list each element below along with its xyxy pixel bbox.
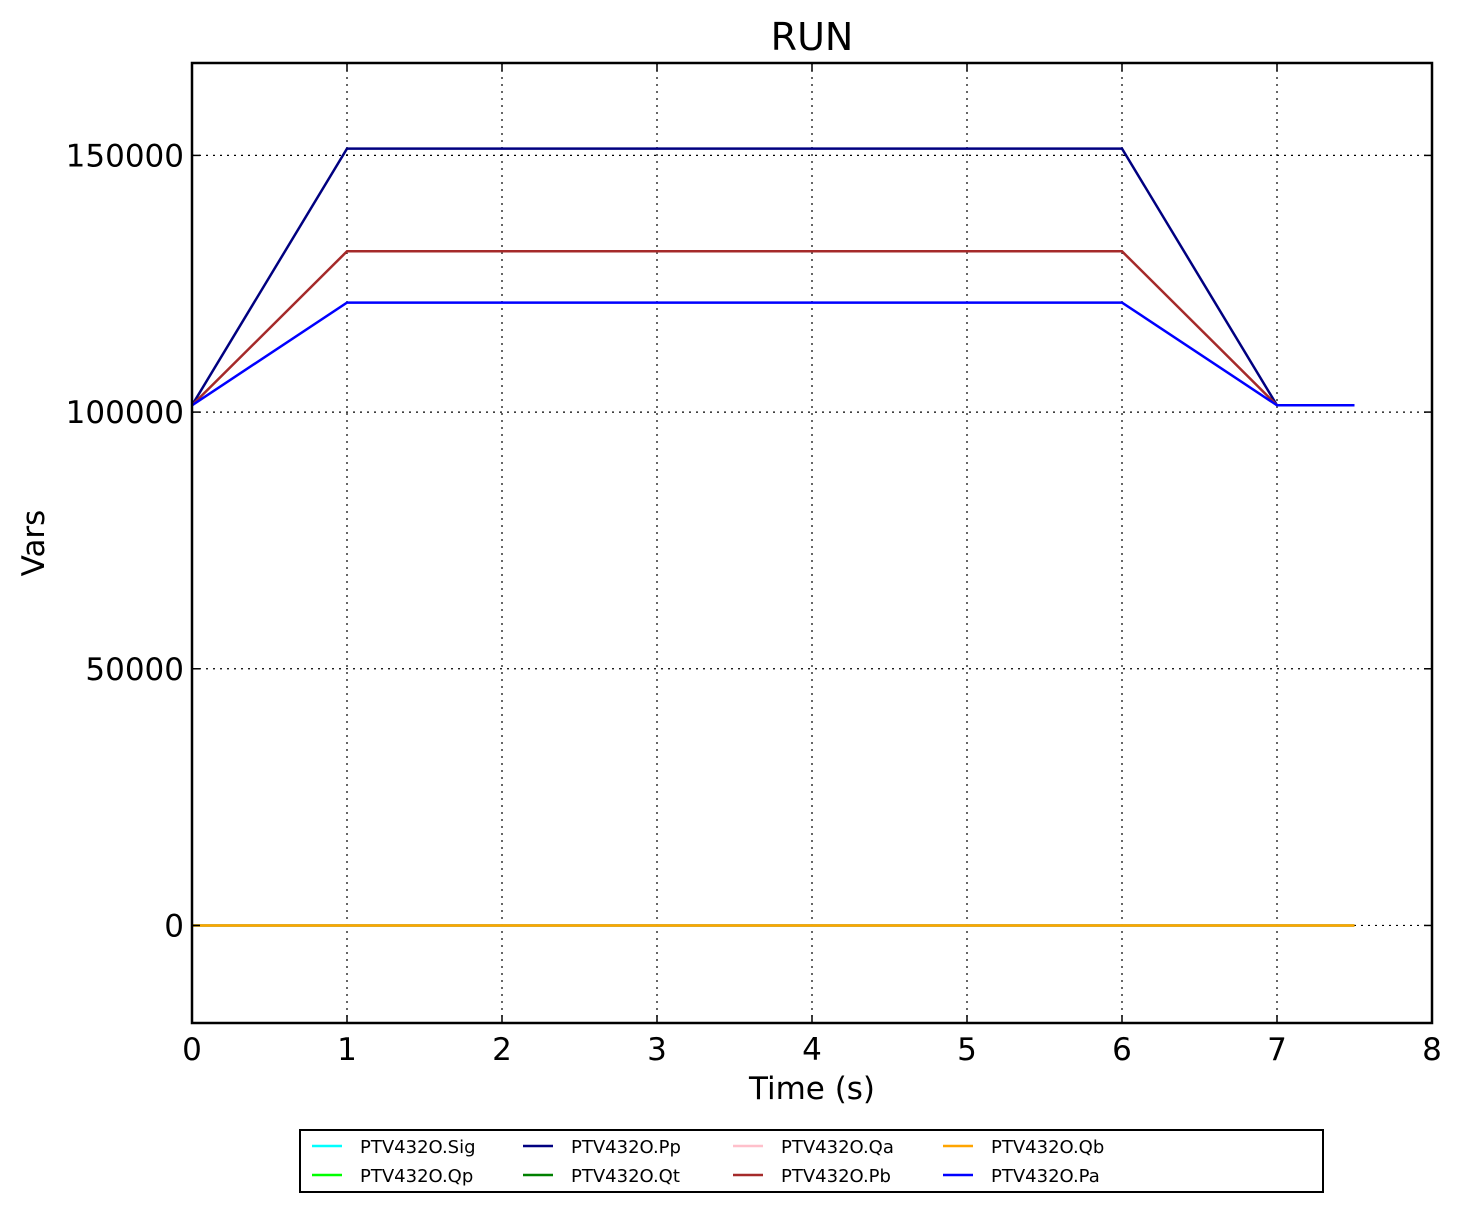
legend-label: PTV432O.Pp	[571, 1137, 681, 1158]
x-tick-label: 7	[1267, 1032, 1287, 1068]
legend-label: PTV432O.Qt	[571, 1166, 680, 1187]
series-lines	[190, 147, 1355, 927]
x-tick-label: 4	[802, 1032, 822, 1068]
x-tick-label: 2	[492, 1032, 512, 1068]
y-tick-label: 0	[164, 908, 184, 944]
y-tick-label: 150000	[66, 138, 184, 174]
legend: PTV432O.Sig PTV432O.Qp PTV432O.Pp PTV432O.Q…	[299, 1129, 1324, 1193]
legend-label: PTV432O.Qp	[360, 1166, 473, 1187]
plot-frame	[190, 61, 1434, 1025]
chart-title: RUN	[771, 15, 854, 59]
legend-label: PTV432O.Qb	[991, 1137, 1104, 1158]
x-axis-label: Time (s)	[748, 1071, 875, 1107]
x-tick-label: 6	[1112, 1032, 1132, 1068]
x-tick-label: 0	[182, 1032, 202, 1068]
legend-label: PTV432O.Pa	[991, 1166, 1100, 1187]
series-line-ptv432o-pa	[191, 301, 1355, 407]
series-line-ptv432o-pp	[190, 147, 1355, 407]
y-tick-label: 100000	[66, 395, 184, 431]
series-line-ptv432o-pb	[191, 250, 1355, 407]
y-axis-label: Vars	[16, 510, 52, 577]
legend-label: PTV432O.Sig	[360, 1137, 476, 1158]
x-tick-label: 3	[647, 1032, 667, 1068]
x-tick-label: 8	[1422, 1032, 1442, 1068]
x-tick-label: 5	[957, 1032, 977, 1068]
axis-ticks: 0 1 2 3 4 5 6 7 8 0 50000 100000 150000	[66, 63, 1442, 1068]
legend-box	[299, 1129, 1324, 1193]
x-tick-label: 1	[337, 1032, 357, 1068]
grid-lines	[192, 63, 1432, 1023]
legend-label: PTV432O.Qa	[781, 1137, 894, 1158]
legend-label: PTV432O.Pb	[781, 1166, 891, 1187]
y-tick-label: 50000	[85, 652, 184, 688]
